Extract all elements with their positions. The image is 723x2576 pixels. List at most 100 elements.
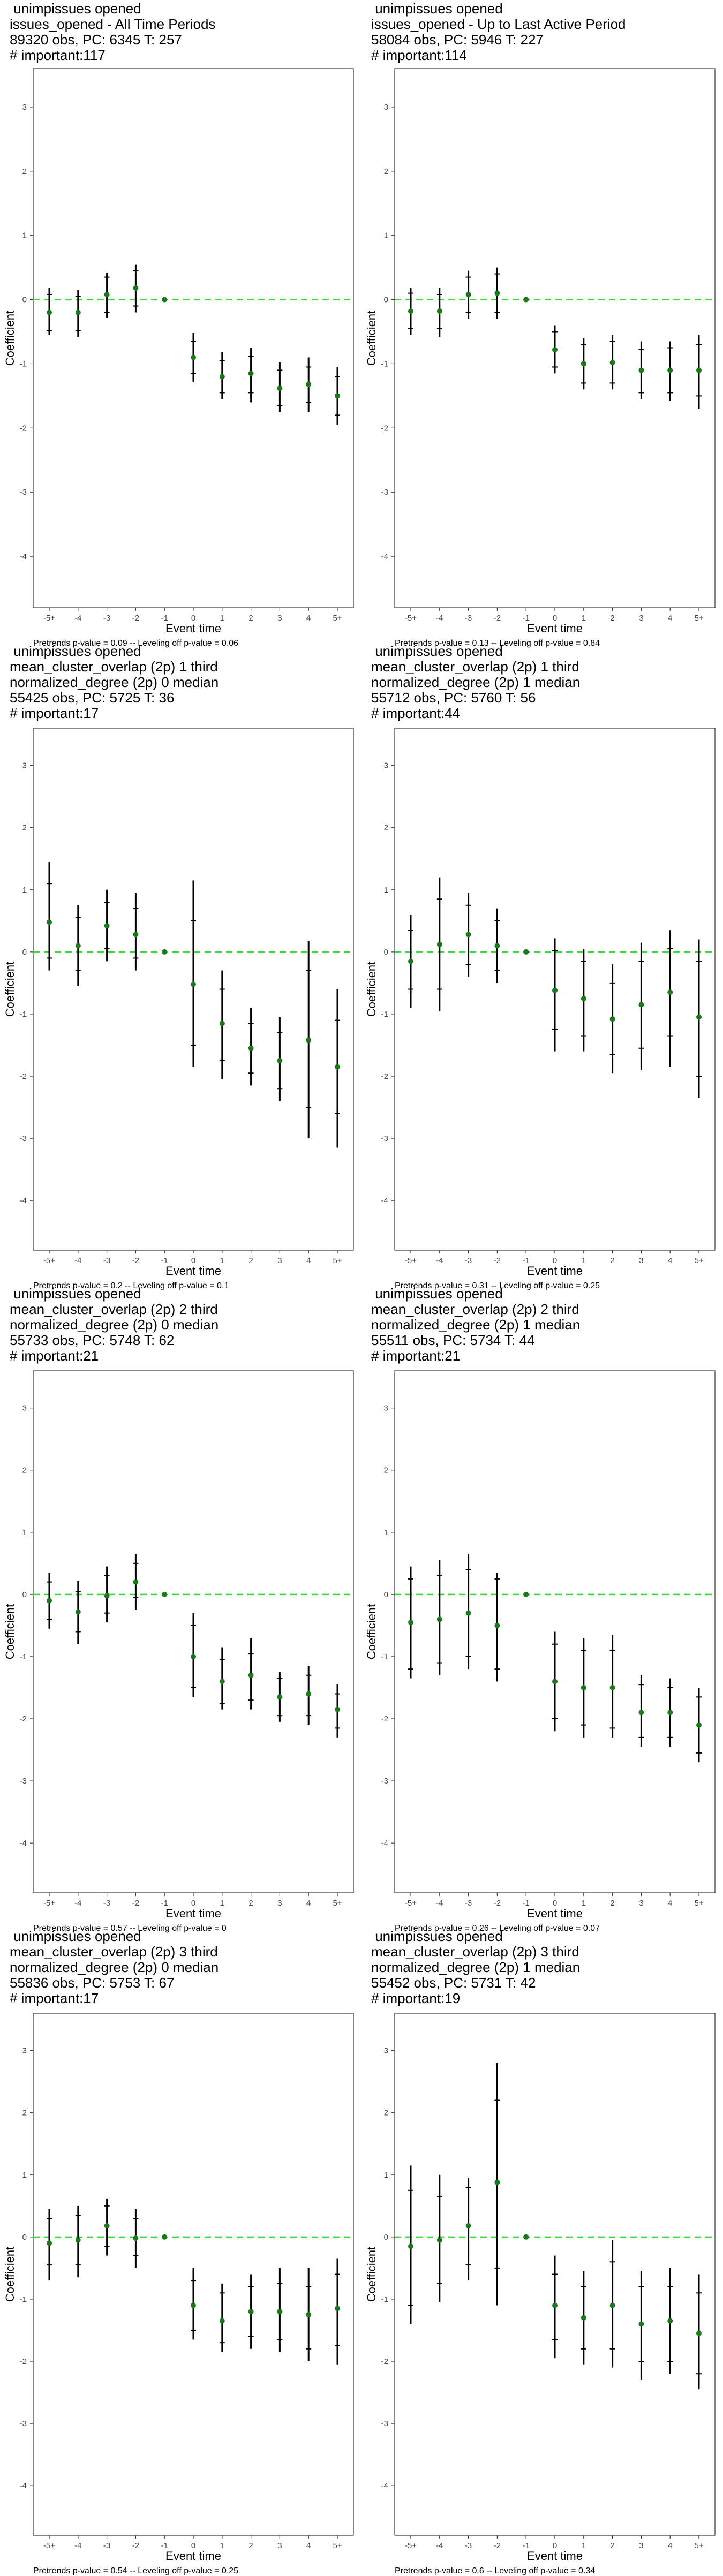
data-point <box>162 949 168 955</box>
y-tick-label: 1 <box>384 2171 388 2180</box>
chart-title: unimpissues opened issues_opened - All Ti… <box>10 1 215 63</box>
chart-title-line: mean_cluster_overlap (2p) 2 third <box>10 1301 218 1317</box>
x-tick-label: 5+ <box>333 614 342 623</box>
x-tick-label: -3 <box>103 614 110 623</box>
x-tick-label: 3 <box>277 1256 282 1265</box>
x-tick-label: 1 <box>582 614 586 623</box>
y-tick-label: -2 <box>381 2357 388 2366</box>
data-point <box>436 1616 442 1622</box>
y-tick-label: -2 <box>20 424 27 433</box>
y-tick-label: 1 <box>384 231 388 240</box>
x-tick-label: -2 <box>132 1899 139 1908</box>
y-tick-label: 2 <box>22 1466 27 1475</box>
data-point <box>75 943 81 949</box>
y-tick-label: 2 <box>384 2109 388 2118</box>
x-tick-label: 3 <box>639 2541 643 2550</box>
x-tick-label: -5+ <box>405 614 417 623</box>
x-tick-label: -3 <box>103 1899 110 1908</box>
x-tick-label: -5+ <box>43 2541 55 2550</box>
data-point <box>638 1002 644 1008</box>
x-tick-label: 0 <box>191 1899 195 1908</box>
data-point <box>133 285 139 291</box>
y-tick-label: 3 <box>384 2046 388 2056</box>
x-axis-label: Event time <box>165 1264 221 1278</box>
data-point <box>219 1021 225 1026</box>
data-point <box>306 1037 312 1043</box>
chart-title-line: normalized_degree (2p) 1 median <box>371 674 581 690</box>
data-point <box>219 374 225 380</box>
x-tick-label: -5+ <box>405 2541 417 2550</box>
chart-title-line: # important:21 <box>10 1348 99 1364</box>
chart-title-line: 55511 obs, PC: 5734 T: 44 <box>371 1332 535 1348</box>
data-point <box>609 1684 615 1690</box>
x-tick-label: 4 <box>668 1256 672 1265</box>
x-tick-label: 1 <box>582 2541 586 2550</box>
data-point <box>75 309 81 315</box>
x-tick-label: -4 <box>74 1256 81 1265</box>
x-tick-label: 1 <box>220 614 224 623</box>
x-tick-label: -1 <box>161 1899 168 1908</box>
y-tick-label: 3 <box>384 103 388 112</box>
data-point <box>133 1579 139 1585</box>
x-tick-label: -1 <box>161 2541 168 2550</box>
x-tick-label: 2 <box>248 1899 253 1908</box>
data-point <box>408 308 413 314</box>
y-tick-label: 2 <box>22 2109 27 2118</box>
x-tick-label: 2 <box>248 1256 253 1265</box>
y-tick-label: 2 <box>22 167 27 176</box>
x-tick-label: 5+ <box>694 614 703 623</box>
chart-title-line: # important:21 <box>371 1348 461 1364</box>
data-point <box>494 1622 500 1628</box>
y-tick-label: 0 <box>384 948 388 957</box>
x-tick-label: 4 <box>668 614 672 623</box>
chart-title-line: 58084 obs, PC: 5946 T: 227 <box>371 32 544 48</box>
data-point <box>306 381 312 387</box>
data-point <box>523 297 529 303</box>
data-point <box>609 360 615 366</box>
chart-title: unimpissues opened mean_cluster_overlap (… <box>10 1286 219 1364</box>
y-tick-label: -4 <box>381 1839 388 1848</box>
x-tick-label: -5+ <box>405 1256 417 1265</box>
chart-title-line: 55733 obs, PC: 5748 T: 62 <box>10 1332 175 1348</box>
x-tick-label: 4 <box>306 1256 311 1265</box>
x-axis-label: Event time <box>165 1907 221 1920</box>
data-point <box>306 2311 312 2317</box>
data-point <box>75 2237 81 2243</box>
x-tick-label: 1 <box>582 1899 586 1908</box>
y-tick-label: 3 <box>22 761 27 770</box>
x-tick-label: -1 <box>523 2541 530 2550</box>
y-axis-label: Coefficient <box>3 311 17 366</box>
data-point <box>162 1591 168 1597</box>
y-tick-label: -4 <box>20 1839 27 1848</box>
data-point <box>436 308 442 314</box>
plot-area: -4 -3 -2 -1 0 1 2 3 -5+ -4 -3 -2 -1 0 1 2 3 4 5+ Event time… <box>3 2013 354 2563</box>
y-tick-label: -1 <box>20 2295 27 2304</box>
chart-title-line: mean_cluster_overlap (2p) 1 third <box>10 659 218 675</box>
data-point <box>638 367 644 373</box>
x-tick-label: 3 <box>277 1899 282 1908</box>
data-point <box>191 2302 196 2308</box>
y-tick-label: 1 <box>22 2171 27 2180</box>
y-axis-label: Coefficient <box>3 962 17 1017</box>
chart-title-line: unimpissues opened <box>10 643 141 659</box>
x-tick-label: 5+ <box>333 2541 342 2550</box>
chart-title-line: # important:17 <box>10 1990 99 2006</box>
y-tick-label: 1 <box>22 886 27 895</box>
y-tick-label: 2 <box>384 824 388 833</box>
data-point <box>248 2309 254 2315</box>
data-point <box>408 2243 413 2249</box>
y-tick-label: -1 <box>20 1010 27 1019</box>
data-point <box>277 1057 283 1063</box>
chart-title: unimpissues opened mean_cluster_overlap (… <box>10 1929 219 2006</box>
y-tick-label: 3 <box>22 2046 27 2056</box>
y-tick-label: 2 <box>384 1466 388 1475</box>
x-tick-label: -2 <box>132 614 139 623</box>
y-tick-label: -3 <box>20 1134 27 1143</box>
data-point <box>436 2237 442 2243</box>
y-axis-label: Coefficient <box>365 962 378 1017</box>
y-tick-label: -3 <box>381 2419 388 2428</box>
pvalue-caption: Pretrends p-value = 0.13 -- Leveling off… <box>395 639 600 648</box>
pvalue-caption: Pretrends p-value = 0.57 -- Leveling off… <box>33 1924 227 1933</box>
pvalue-caption: Pretrends p-value = 0.2 -- Leveling off … <box>33 1281 229 1290</box>
